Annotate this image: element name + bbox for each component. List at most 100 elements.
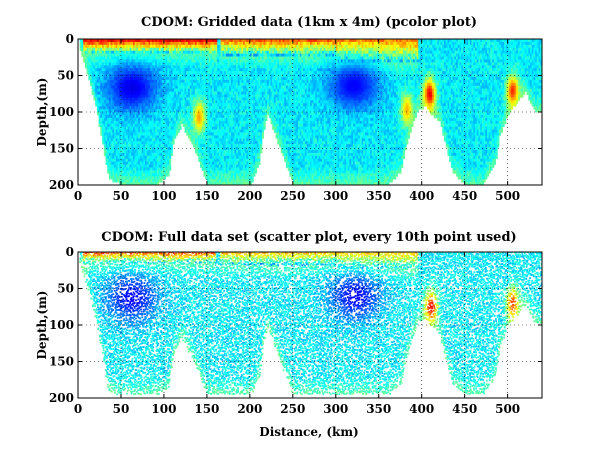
heatmap-cell — [122, 117, 125, 122]
heatmap-cell — [212, 74, 215, 78]
heatmap-cell — [103, 138, 106, 142]
heatmap-cell — [126, 103, 129, 107]
heatmap-cell — [160, 117, 163, 122]
heatmap-cell — [115, 91, 118, 95]
heatmap-cell — [230, 123, 233, 127]
heatmap-cell — [205, 144, 208, 148]
heatmap-cell — [134, 85, 137, 89]
heatmap-cell — [91, 65, 94, 69]
heatmap-cell — [96, 91, 99, 95]
heatmap-cell — [146, 144, 149, 148]
heatmap-cell — [96, 65, 99, 69]
heatmap-cell — [167, 97, 170, 101]
heatmap-cell — [151, 97, 154, 101]
heatmap-cell — [96, 68, 99, 72]
heatmap-cell — [170, 85, 173, 89]
heatmap-cell — [200, 68, 203, 72]
heatmap-cell — [191, 44, 194, 49]
heatmap-cell — [170, 41, 173, 46]
heatmap-cell — [155, 112, 158, 116]
heatmap-cell — [146, 94, 149, 98]
heatmap-cell — [141, 91, 144, 95]
heatmap-cell — [165, 150, 168, 154]
heatmap-cell — [126, 44, 129, 49]
heatmap-cell — [167, 120, 170, 125]
heatmap-cell — [198, 147, 201, 151]
heatmap-cell — [136, 120, 139, 125]
heatmap-cell — [138, 85, 141, 89]
heatmap-cell — [163, 120, 166, 125]
heatmap-cell — [167, 82, 170, 87]
heatmap-cell — [136, 170, 139, 174]
heatmap-cell — [196, 97, 199, 101]
heatmap-cell — [107, 144, 110, 148]
heatmap-cell — [117, 103, 120, 107]
heatmap-cell — [188, 114, 191, 119]
heatmap-cell — [145, 173, 148, 177]
heatmap-cell — [115, 150, 118, 154]
heatmap-cell — [136, 77, 139, 81]
heatmap-cell — [158, 152, 161, 157]
heatmap-cell — [119, 167, 122, 171]
heatmap-cell — [107, 59, 110, 63]
heatmap-cell — [193, 47, 196, 52]
heatmap-cell — [160, 112, 163, 116]
heatmap-cell — [145, 41, 148, 46]
heatmap-cell — [201, 77, 204, 81]
heatmap-cell — [136, 53, 139, 57]
heatmap-cell — [193, 65, 196, 69]
heatmap-cell — [114, 41, 117, 46]
heatmap-cell — [203, 152, 206, 157]
heatmap-cell — [200, 106, 203, 110]
heatmap-cell — [155, 77, 158, 81]
heatmap-cell — [176, 77, 179, 81]
heatmap-cell — [181, 59, 184, 63]
heatmap-cell — [103, 79, 106, 84]
heatmap-cell — [103, 123, 106, 127]
heatmap-cell — [160, 173, 163, 177]
heatmap-cell — [139, 106, 142, 110]
heatmap-cell — [108, 167, 111, 171]
heatmap-cell — [129, 68, 132, 72]
heatmap-cell — [277, 50, 280, 54]
heatmap-cell — [112, 44, 115, 49]
heatmap-cell — [186, 132, 189, 136]
heatmap-cell — [157, 138, 160, 142]
heatmap-cell — [230, 74, 233, 78]
heatmap-cell — [181, 109, 184, 113]
heatmap-cell — [121, 120, 124, 125]
heatmap-cell — [127, 173, 130, 177]
heatmap-cell — [220, 167, 223, 171]
heatmap-cell — [157, 126, 160, 130]
heatmap-cell — [141, 138, 144, 142]
heatmap-cell — [114, 97, 117, 101]
heatmap-cell — [115, 56, 118, 60]
heatmap-cell — [201, 62, 204, 66]
heatmap-cell — [165, 135, 168, 139]
heatmap-cell — [196, 44, 199, 49]
heatmap-cell — [176, 41, 179, 46]
heatmap-cell — [141, 120, 144, 125]
heatmap-cell — [138, 114, 141, 119]
heatmap-cell — [121, 53, 124, 57]
heatmap-cell — [145, 158, 148, 162]
heatmap-cell — [133, 152, 136, 157]
heatmap-cell — [239, 91, 242, 95]
heatmap-cell — [143, 120, 146, 125]
heatmap-cell — [107, 138, 110, 142]
heatmap-cell — [239, 141, 242, 145]
heatmap-cell — [193, 97, 196, 101]
heatmap-cell — [117, 176, 120, 180]
heatmap-cell — [162, 164, 165, 168]
heatmap-cell — [127, 126, 130, 130]
heatmap-cell — [193, 100, 196, 104]
heatmap-cell — [170, 117, 173, 122]
heatmap-cell — [127, 120, 130, 125]
heatmap-cell — [91, 77, 94, 81]
heatmap-cell — [169, 123, 172, 127]
heatmap-cell — [172, 91, 175, 95]
heatmap-cell — [93, 47, 96, 52]
heatmap-cell — [95, 53, 98, 57]
heatmap-cell — [127, 85, 130, 89]
heatmap-cell — [124, 53, 127, 57]
